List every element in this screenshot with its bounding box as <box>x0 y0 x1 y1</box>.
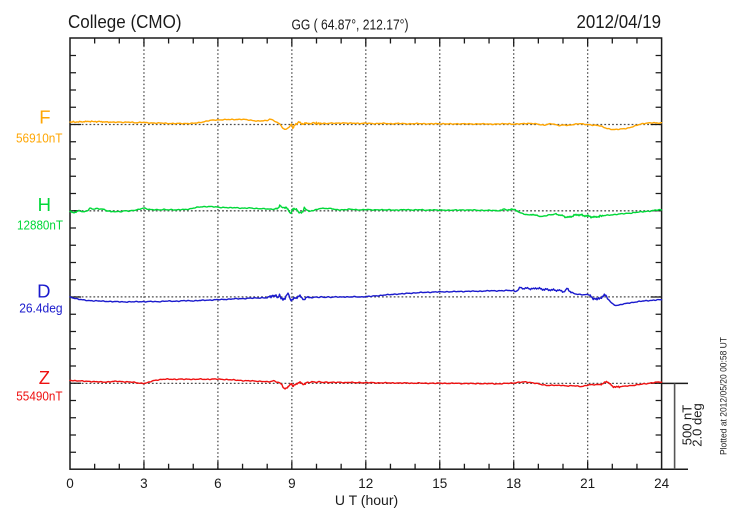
svg-text:2012/04/19: 2012/04/19 <box>577 11 662 32</box>
svg-text:2.0 deg: 2.0 deg <box>690 403 705 446</box>
svg-text:18: 18 <box>506 476 521 491</box>
svg-text:H: H <box>38 194 51 215</box>
svg-text:55490nT: 55490nT <box>16 389 62 404</box>
svg-text:15: 15 <box>432 476 447 491</box>
svg-text:12880nT: 12880nT <box>17 218 63 233</box>
svg-text:College (CMO): College (CMO) <box>68 11 182 32</box>
svg-text:D: D <box>37 281 50 302</box>
svg-text:GG ( 64.87°, 212.17°): GG ( 64.87°, 212.17°) <box>292 18 409 34</box>
svg-text:Z: Z <box>39 367 50 388</box>
svg-text:56910nT: 56910nT <box>16 131 63 146</box>
svg-text:3: 3 <box>140 476 148 491</box>
svg-text:26.4deg: 26.4deg <box>19 301 62 316</box>
svg-text:21: 21 <box>580 476 595 491</box>
svg-text:12: 12 <box>358 476 373 491</box>
svg-text:Plotted at 2012/05/20 00:58 UT: Plotted at 2012/05/20 00:58 UT <box>719 337 730 455</box>
svg-text:0: 0 <box>66 476 74 491</box>
svg-text:6: 6 <box>214 476 222 491</box>
svg-text:U T (hour): U T (hour) <box>335 492 398 508</box>
svg-text:500 nT: 500 nT <box>680 405 695 446</box>
svg-text:9: 9 <box>288 476 296 491</box>
svg-text:F: F <box>39 107 50 128</box>
svg-text:24: 24 <box>654 476 670 491</box>
